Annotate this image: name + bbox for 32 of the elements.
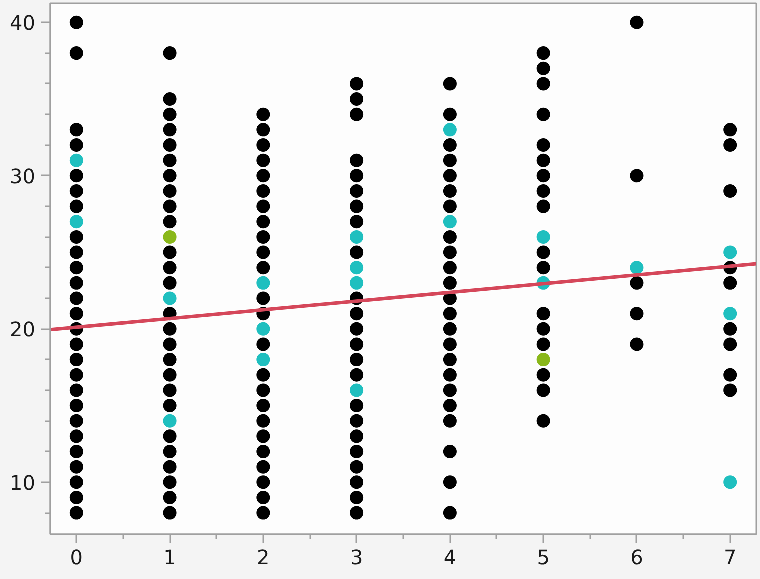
- point: [350, 276, 364, 290]
- x-tick-label: 3: [350, 546, 364, 570]
- point: [256, 353, 270, 367]
- point: [70, 215, 84, 229]
- point: [350, 384, 364, 398]
- y-tick-label: 10: [10, 470, 36, 495]
- y-tick-label: 20: [10, 318, 36, 342]
- x-tick-label: 5: [537, 546, 550, 570]
- point: [630, 261, 644, 275]
- point: [163, 292, 177, 306]
- point: [724, 307, 738, 321]
- y-tick-label: 30: [10, 164, 36, 188]
- x-tick-label: 7: [724, 546, 737, 570]
- x-tick-label: 2: [257, 546, 270, 570]
- point: [350, 261, 364, 275]
- point: [724, 476, 738, 490]
- point: [256, 322, 270, 336]
- point: [163, 414, 177, 428]
- x-tick-label: 4: [444, 546, 457, 570]
- x-tick-label: 0: [70, 546, 84, 570]
- x-tick-label: 6: [630, 546, 644, 570]
- point: [724, 246, 738, 260]
- point: [256, 276, 270, 290]
- point: [70, 154, 84, 168]
- point: [536, 230, 550, 244]
- point: [536, 353, 550, 367]
- point: [350, 230, 364, 244]
- point: [443, 123, 457, 137]
- point: [443, 215, 457, 229]
- x-tick-label: 1: [164, 546, 176, 570]
- point: [163, 230, 177, 244]
- y-tick-label: 40: [10, 11, 36, 36]
